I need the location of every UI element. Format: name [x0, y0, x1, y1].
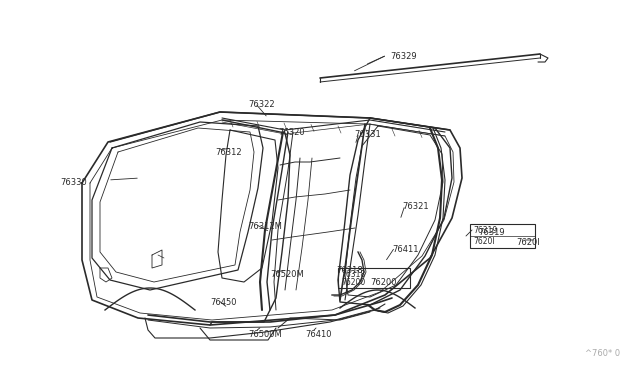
Text: 76322: 76322 [248, 100, 275, 109]
Text: 76410: 76410 [305, 330, 332, 339]
Text: 7620l: 7620l [473, 237, 495, 246]
Text: 76330: 76330 [60, 178, 87, 187]
Text: 76200: 76200 [370, 278, 397, 287]
Text: 76312: 76312 [215, 148, 242, 157]
Text: 76319: 76319 [478, 228, 504, 237]
Text: 76312M: 76312M [248, 222, 282, 231]
Text: 76318: 76318 [341, 270, 365, 279]
Text: 76411: 76411 [392, 245, 419, 254]
Bar [470, 224, 535, 248]
Text: 76500M: 76500M [248, 330, 282, 339]
Text: ^760* 0: ^760* 0 [585, 349, 620, 358]
Text: 76331: 76331 [354, 130, 381, 139]
Text: 76450: 76450 [210, 298, 237, 307]
Text: 76318: 76318 [336, 266, 363, 275]
Text: 76321: 76321 [402, 202, 429, 211]
Bar [338, 268, 410, 288]
Text: 76200: 76200 [341, 278, 365, 287]
Text: 76329: 76329 [390, 52, 417, 61]
Text: 7620l: 7620l [516, 238, 540, 247]
Text: 76320: 76320 [278, 128, 305, 137]
Text: 76520M: 76520M [270, 270, 304, 279]
Text: 76319: 76319 [473, 226, 497, 235]
